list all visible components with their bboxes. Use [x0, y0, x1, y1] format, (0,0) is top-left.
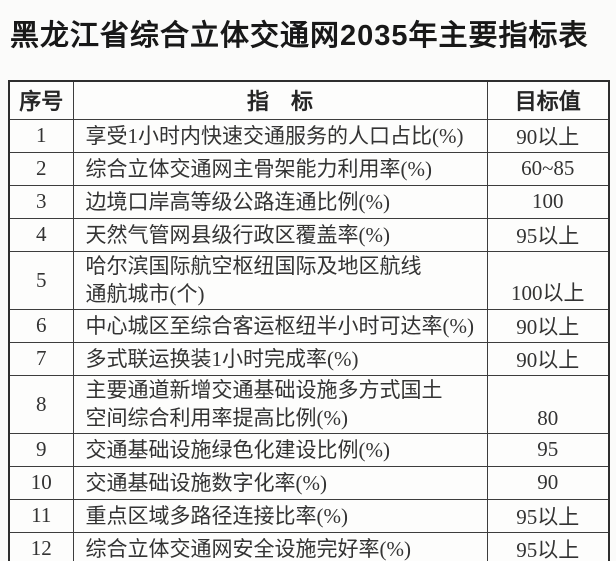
indicator-cell: 综合立体交通网安全设施完好率(%)	[72, 531, 488, 561]
header-target: 目标值	[486, 80, 610, 120]
header-no: 序号	[8, 80, 74, 120]
target-value-cell: 90以上	[486, 308, 610, 343]
target-value-cell: 95以上	[486, 217, 610, 252]
table-header-row: 序号 指 标 目标值	[8, 80, 610, 120]
table-row: 11 重点区域多路径连接比率(%) 95以上	[8, 498, 610, 533]
table-row: 7 多式联运换装1小时完成率(%) 90以上	[8, 341, 610, 376]
row-number-cell: 2	[8, 151, 74, 186]
indicator-line: 交通基础设施绿色化建设比例(%)	[85, 437, 390, 462]
indicator-cell: 主要通道新增交通基础设施多方式国土 空间综合利用率提高比例(%)	[72, 374, 488, 434]
row-number-cell: 1	[8, 118, 74, 153]
table-row: 4 天然气管网县级行政区覆盖率(%) 95以上	[8, 217, 610, 252]
indicator-line: 综合立体交通网安全设施完好率(%)	[85, 536, 411, 561]
table-row: 9 交通基础设施绿色化建设比例(%) 95	[8, 432, 610, 467]
table-row: 2 综合立体交通网主骨架能力利用率(%) 60~85	[8, 151, 610, 186]
indicator-cell: 天然气管网县级行政区覆盖率(%)	[72, 217, 488, 252]
row-number-cell: 3	[8, 184, 74, 219]
document-page: 黑龙江省综合立体交通网2035年主要指标表 序号 指 标 目标值 1 享受1小时…	[0, 12, 616, 561]
table-row: 10 交通基础设施数字化率(%) 90	[8, 465, 610, 500]
indicator-table: 序号 指 标 目标值 1 享受1小时内快速交通服务的人口占比(%) 90以上 2…	[8, 80, 610, 561]
indicator-line: 享受1小时内快速交通服务的人口占比(%)	[85, 123, 464, 148]
indicator-cell: 哈尔滨国际航空枢纽国际及地区航线 通航城市(个)	[72, 250, 488, 310]
target-value-cell: 100以上	[486, 250, 610, 310]
row-number-cell: 6	[8, 308, 74, 343]
target-value-cell: 100	[486, 184, 610, 219]
row-number-cell: 10	[8, 465, 74, 500]
table-row: 3 边境口岸高等级公路连通比例(%) 100	[8, 184, 610, 219]
target-value-cell: 95以上	[486, 531, 610, 561]
row-number-cell: 7	[8, 341, 74, 376]
indicator-line: 综合立体交通网主骨架能力利用率(%)	[85, 156, 432, 181]
indicator-cell: 享受1小时内快速交通服务的人口占比(%)	[72, 118, 488, 153]
table-row: 1 享受1小时内快速交通服务的人口占比(%) 90以上	[8, 118, 610, 153]
indicator-cell: 重点区域多路径连接比率(%)	[72, 498, 488, 533]
indicator-cell: 交通基础设施绿色化建设比例(%)	[72, 432, 488, 467]
indicator-line: 天然气管网县级行政区覆盖率(%)	[85, 222, 390, 247]
row-number-cell: 11	[8, 498, 74, 533]
target-value-cell: 80	[486, 374, 610, 434]
indicator-line: 哈尔滨国际航空枢纽国际及地区航线	[85, 254, 422, 278]
indicator-line: 主要通道新增交通基础设施多方式国土	[85, 378, 443, 402]
target-value-cell: 90以上	[486, 341, 610, 376]
indicator-cell: 交通基础设施数字化率(%)	[72, 465, 488, 500]
indicator-line: 交通基础设施数字化率(%)	[85, 470, 327, 495]
target-value-cell: 95	[486, 432, 610, 467]
table-row: 6 中心城区至综合客运枢纽半小时可达率(%) 90以上	[8, 308, 610, 343]
indicator-line: 多式联运换装1小时完成率(%)	[85, 346, 359, 371]
indicator-line: 边境口岸高等级公路连通比例(%)	[85, 189, 390, 214]
indicator-line: 通航城市(个)	[85, 282, 205, 306]
row-number-cell: 9	[8, 432, 74, 467]
indicator-cell: 综合立体交通网主骨架能力利用率(%)	[72, 151, 488, 186]
row-number-cell: 4	[8, 217, 74, 252]
table-row: 12 综合立体交通网安全设施完好率(%) 95以上	[8, 531, 610, 561]
table-row: 5 哈尔滨国际航空枢纽国际及地区航线 通航城市(个) 100以上	[8, 250, 610, 310]
indicator-cell: 边境口岸高等级公路连通比例(%)	[72, 184, 488, 219]
table-title: 黑龙江省综合立体交通网2035年主要指标表	[10, 20, 589, 52]
target-value-cell: 90以上	[486, 118, 610, 153]
indicator-cell: 中心城区至综合客运枢纽半小时可达率(%)	[72, 308, 488, 343]
header-indicator: 指 标	[72, 80, 488, 120]
indicator-cell: 多式联运换装1小时完成率(%)	[72, 341, 488, 376]
target-value-cell: 95以上	[486, 498, 610, 533]
indicator-line: 重点区域多路径连接比率(%)	[85, 503, 348, 528]
indicator-line: 空间综合利用率提高比例(%)	[85, 406, 348, 430]
indicator-line: 中心城区至综合客运枢纽半小时可达率(%)	[85, 313, 474, 338]
row-number-cell: 8	[8, 374, 74, 434]
target-value-cell: 60~85	[486, 151, 610, 186]
table-row: 8 主要通道新增交通基础设施多方式国土 空间综合利用率提高比例(%) 80	[8, 374, 610, 434]
row-number-cell: 5	[8, 250, 74, 310]
target-value-cell: 90	[486, 465, 610, 500]
row-number-cell: 12	[8, 531, 74, 561]
